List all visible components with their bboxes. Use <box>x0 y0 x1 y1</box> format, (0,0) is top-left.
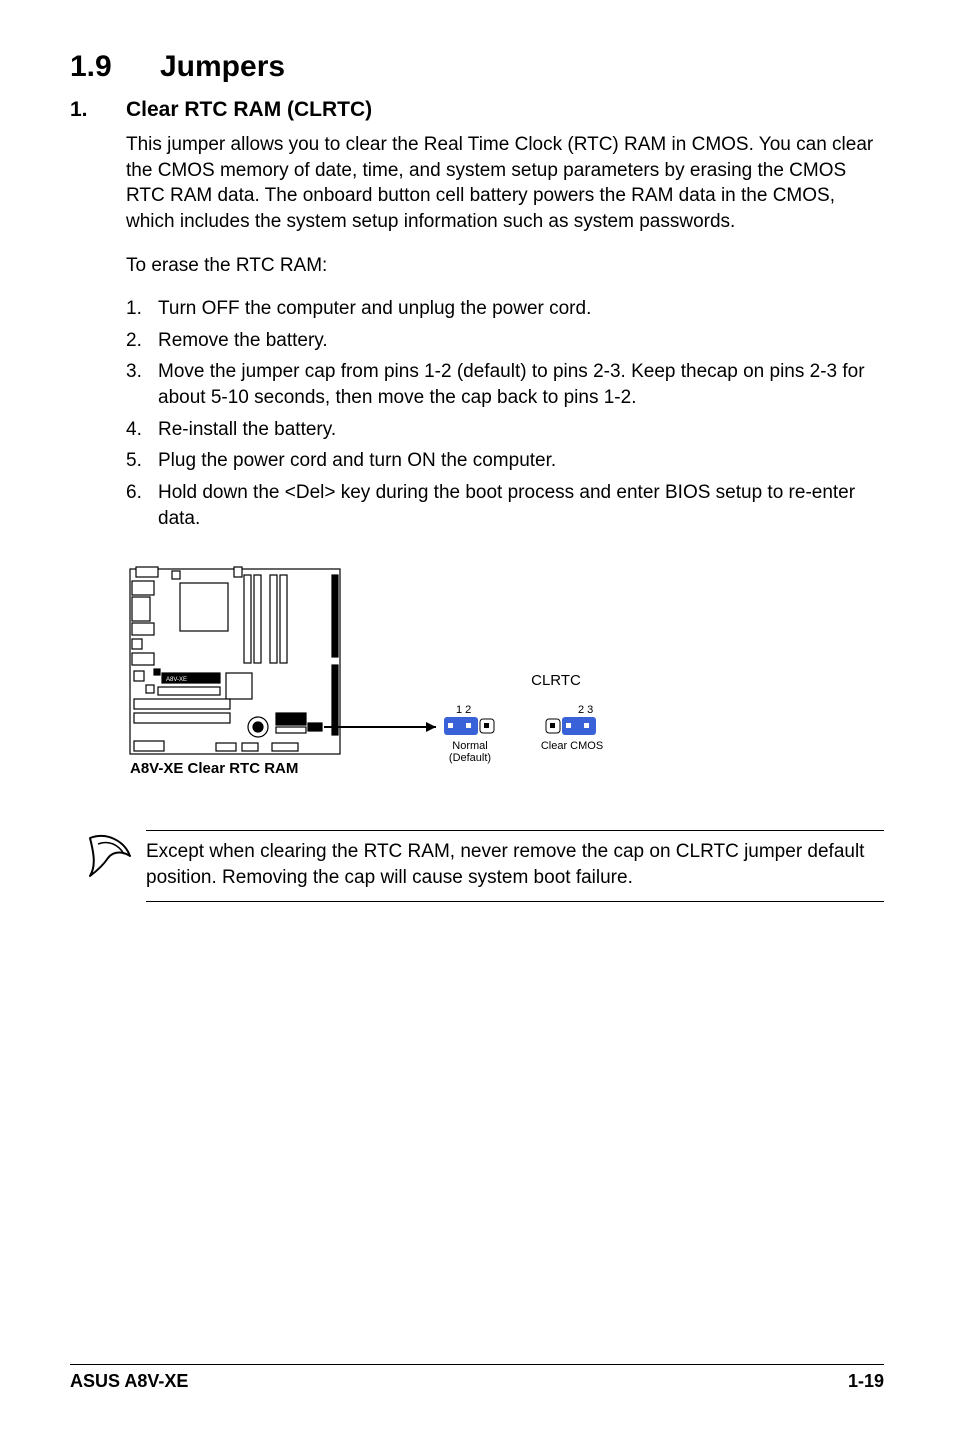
step-number: 4. <box>126 417 158 443</box>
diagram: A8V-XE CLRTC 1 2 Normal (Default) 2 3 <box>126 565 706 800</box>
svg-text:Clear CMOS: Clear CMOS <box>541 740 603 752</box>
list-item: 1.Turn OFF the computer and unplug the p… <box>126 296 884 322</box>
subheading: 1.Clear RTC RAM (CLRTC) <box>70 98 884 122</box>
intro-paragraph: This jumper allows you to clear the Real… <box>126 132 884 235</box>
footer-left: ASUS A8V-XE <box>70 1371 188 1392</box>
step-number: 2. <box>126 328 158 354</box>
step-text: Hold down the <Del> key during the boot … <box>158 480 884 531</box>
subheading-title: Clear RTC RAM (CLRTC) <box>126 98 372 121</box>
footer-right: 1-19 <box>848 1371 884 1392</box>
list-item: 5.Plug the power cord and turn ON the co… <box>126 448 884 474</box>
svg-text:1 2: 1 2 <box>456 704 471 716</box>
step-text: Re-install the battery. <box>158 417 884 443</box>
step-number: 6. <box>126 480 158 531</box>
list-item: 3.Move the jumper cap from pins 1-2 (def… <box>126 359 884 410</box>
step-text: Remove the battery. <box>158 328 884 354</box>
svg-text:Normal: Normal <box>452 740 487 752</box>
note-icon <box>84 830 146 887</box>
step-number: 1. <box>126 296 158 322</box>
jumper-header-label: CLRTC <box>531 672 581 689</box>
subheading-number: 1. <box>70 98 126 122</box>
note-text: Except when clearing the RTC RAM, never … <box>146 830 884 901</box>
step-text: Move the jumper cap from pins 1-2 (defau… <box>158 359 884 410</box>
board-label: A8V-XE <box>166 677 187 683</box>
board-diagram-svg: A8V-XE CLRTC 1 2 Normal (Default) 2 3 <box>126 565 706 795</box>
list-item: 6.Hold down the <Del> key during the boo… <box>126 480 884 531</box>
jumper-clear: 2 3 Clear CMOS <box>541 704 603 752</box>
step-number: 3. <box>126 359 158 410</box>
jumper-normal: 1 2 Normal (Default) <box>444 704 494 764</box>
step-text: Turn OFF the computer and unplug the pow… <box>158 296 884 322</box>
svg-text:(Default): (Default) <box>449 752 491 764</box>
steps-list: 1.Turn OFF the computer and unplug the p… <box>126 296 884 531</box>
step-text: Plug the power cord and turn ON the comp… <box>158 448 884 474</box>
section-title: Jumpers <box>160 50 285 83</box>
page-footer: ASUS A8V-XE 1-19 <box>70 1364 884 1392</box>
section-heading: 1.9Jumpers <box>70 50 884 84</box>
step-number: 5. <box>126 448 158 474</box>
erase-intro: To erase the RTC RAM: <box>126 253 884 279</box>
section-number: 1.9 <box>70 50 160 84</box>
list-item: 2.Remove the battery. <box>126 328 884 354</box>
svg-text:2 3: 2 3 <box>578 704 593 716</box>
list-item: 4.Re-install the battery. <box>126 417 884 443</box>
note-block: Except when clearing the RTC RAM, never … <box>84 830 884 901</box>
diagram-caption: A8V-XE Clear RTC RAM <box>130 760 298 777</box>
